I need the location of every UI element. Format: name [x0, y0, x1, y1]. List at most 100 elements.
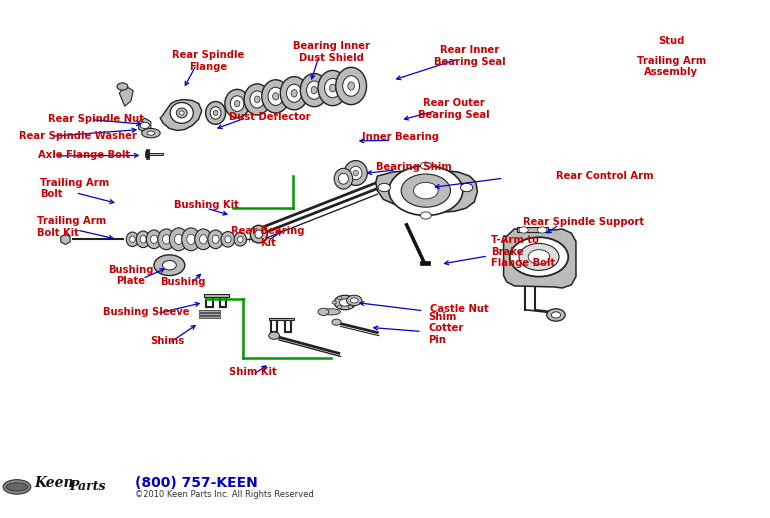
Text: Rear Spindle Support: Rear Spindle Support	[523, 217, 644, 227]
Bar	[199, 313, 220, 315]
Ellipse shape	[117, 83, 128, 90]
Ellipse shape	[378, 183, 390, 192]
Ellipse shape	[334, 168, 353, 189]
Text: Trailing Arm
Bolt Kit: Trailing Arm Bolt Kit	[37, 216, 106, 238]
Ellipse shape	[210, 107, 221, 119]
Ellipse shape	[147, 131, 155, 135]
Ellipse shape	[348, 306, 353, 309]
Bar	[146, 149, 149, 159]
Text: Shim Kit: Shim Kit	[229, 367, 276, 377]
Text: Castle Nut: Castle Nut	[430, 304, 488, 314]
Ellipse shape	[334, 295, 356, 310]
Ellipse shape	[162, 235, 170, 244]
Ellipse shape	[142, 128, 160, 138]
Ellipse shape	[528, 250, 550, 264]
Polygon shape	[61, 234, 70, 244]
Ellipse shape	[230, 96, 244, 111]
Ellipse shape	[311, 87, 317, 94]
Ellipse shape	[325, 78, 340, 98]
Ellipse shape	[273, 93, 279, 100]
Ellipse shape	[353, 301, 358, 304]
Text: Parts: Parts	[69, 480, 105, 494]
Ellipse shape	[346, 295, 362, 306]
Ellipse shape	[322, 309, 340, 315]
Text: Stud: Stud	[658, 36, 685, 47]
Ellipse shape	[343, 76, 360, 96]
Text: Bearing Shim: Bearing Shim	[377, 162, 452, 172]
Ellipse shape	[244, 84, 270, 115]
Ellipse shape	[199, 235, 207, 244]
Ellipse shape	[169, 228, 188, 251]
Ellipse shape	[3, 480, 31, 494]
Ellipse shape	[213, 110, 218, 116]
Ellipse shape	[551, 312, 561, 318]
Text: Axle Flange Bolt: Axle Flange Bolt	[38, 150, 131, 161]
Ellipse shape	[237, 236, 243, 242]
Ellipse shape	[510, 237, 568, 277]
Ellipse shape	[126, 232, 139, 247]
Ellipse shape	[353, 170, 359, 176]
Ellipse shape	[213, 235, 219, 243]
Ellipse shape	[336, 67, 367, 105]
Text: (800) 757-KEEN: (800) 757-KEEN	[135, 476, 257, 490]
Ellipse shape	[195, 229, 212, 250]
Bar	[420, 261, 430, 265]
Text: Bushing: Bushing	[160, 277, 206, 287]
Ellipse shape	[140, 236, 146, 243]
Ellipse shape	[537, 227, 547, 233]
Text: Bushing Sleeve: Bushing Sleeve	[103, 307, 189, 317]
Ellipse shape	[413, 182, 438, 199]
Ellipse shape	[337, 296, 342, 299]
Ellipse shape	[318, 70, 347, 106]
Ellipse shape	[208, 230, 223, 249]
Ellipse shape	[250, 91, 264, 108]
Bar	[199, 316, 220, 318]
Text: Inner Bearing: Inner Bearing	[362, 132, 439, 142]
Ellipse shape	[291, 90, 297, 97]
Polygon shape	[376, 170, 477, 212]
Ellipse shape	[255, 230, 263, 238]
Text: Bearing Inner
Dust Shield: Bearing Inner Dust Shield	[293, 41, 370, 63]
Ellipse shape	[182, 228, 200, 251]
Ellipse shape	[460, 183, 473, 192]
Ellipse shape	[179, 111, 184, 115]
Ellipse shape	[286, 84, 302, 103]
Ellipse shape	[175, 234, 182, 244]
Ellipse shape	[129, 236, 136, 242]
Ellipse shape	[262, 80, 290, 113]
Ellipse shape	[332, 319, 341, 325]
Polygon shape	[139, 118, 151, 133]
Ellipse shape	[234, 233, 246, 246]
Text: Bushing
Plate: Bushing Plate	[108, 265, 154, 286]
Ellipse shape	[162, 261, 176, 270]
Ellipse shape	[420, 212, 431, 219]
Ellipse shape	[151, 235, 158, 243]
Ellipse shape	[339, 173, 348, 184]
Ellipse shape	[221, 232, 235, 247]
Ellipse shape	[350, 166, 362, 180]
Ellipse shape	[206, 102, 226, 124]
Text: ©2010 Keen Parts Inc. All Rights Reserved: ©2010 Keen Parts Inc. All Rights Reserve…	[135, 490, 313, 499]
Ellipse shape	[330, 84, 336, 92]
Bar	[269, 318, 294, 320]
Ellipse shape	[158, 229, 175, 250]
Ellipse shape	[140, 122, 149, 128]
Text: Trailing Arm
Assembly: Trailing Arm Assembly	[637, 55, 706, 77]
Text: Rear Spindle Nut: Rear Spindle Nut	[48, 114, 144, 124]
Ellipse shape	[269, 332, 280, 339]
Ellipse shape	[420, 162, 431, 169]
Ellipse shape	[176, 108, 187, 118]
Polygon shape	[504, 229, 576, 288]
Text: Shims: Shims	[151, 336, 185, 346]
Text: Rear Inner
Bearing Seal: Rear Inner Bearing Seal	[434, 45, 506, 67]
Ellipse shape	[187, 234, 195, 244]
Ellipse shape	[519, 243, 559, 270]
Ellipse shape	[337, 306, 342, 309]
Ellipse shape	[344, 161, 367, 185]
Ellipse shape	[340, 299, 350, 306]
Ellipse shape	[348, 296, 353, 299]
Ellipse shape	[318, 308, 329, 315]
Ellipse shape	[350, 298, 358, 303]
Text: Rear Spindle
Flange: Rear Spindle Flange	[172, 50, 244, 72]
Bar	[517, 227, 548, 232]
